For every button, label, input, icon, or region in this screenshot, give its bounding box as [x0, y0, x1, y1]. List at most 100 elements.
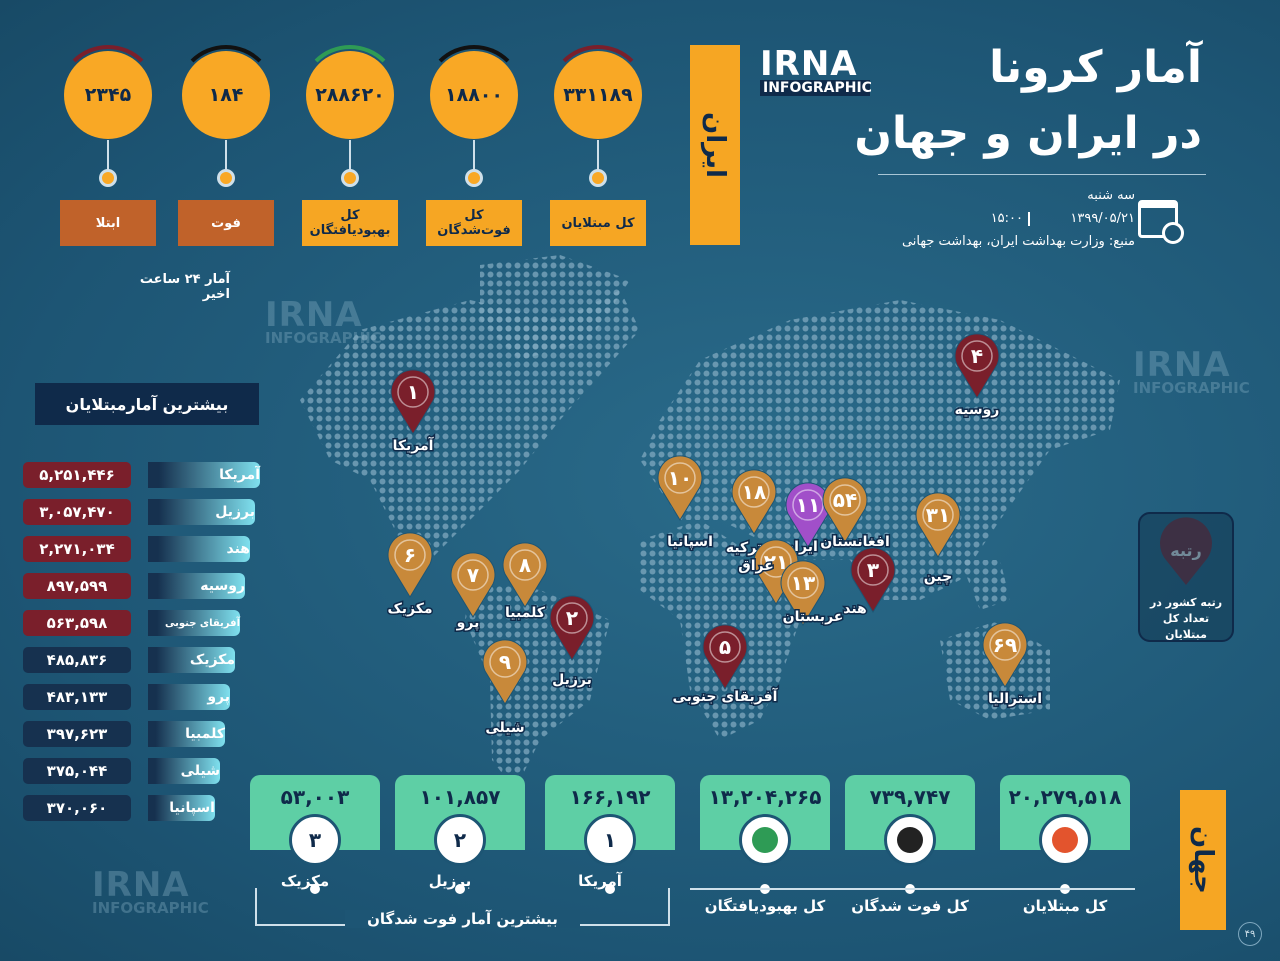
country-pill: روسیه	[148, 573, 245, 599]
pin-country: اسپانیا	[667, 534, 713, 550]
death-country: برزیل	[428, 872, 472, 890]
stat-ring	[548, 45, 648, 145]
pin-inner	[922, 499, 954, 531]
pin-rank: ۳	[867, 558, 879, 582]
value-pill: ۳۷۵,۰۴۴	[23, 758, 131, 784]
connector-dot	[605, 884, 615, 894]
pin-country: آفریقای جنوبی	[673, 687, 779, 705]
stat-ring	[58, 45, 158, 145]
death-country: مکزیک	[280, 872, 330, 890]
deaths-title: بیشترین آمار فوت شدگان	[345, 910, 580, 928]
pin-rank: ۱	[407, 380, 419, 404]
country-pill: پرو	[148, 684, 230, 710]
pin-inner	[857, 554, 889, 586]
value-pill: ۳,۰۵۷,۴۷۰	[23, 499, 131, 525]
stat-circle: ۲۸۸۶۲۰	[306, 51, 394, 139]
pin	[502, 542, 548, 608]
pin-rank: ۱۱	[796, 493, 820, 517]
pin-rank: ۷	[467, 563, 479, 587]
world-label: جهان	[1180, 790, 1226, 930]
iran-note: آمار ۲۴ ساعت اخیر	[139, 272, 230, 302]
connector	[597, 140, 599, 172]
pin-rank: ۱۳	[791, 571, 815, 595]
connector-dot	[589, 169, 607, 187]
stat-circle: ۲۳۴۵	[64, 51, 152, 139]
pin-country: پرو	[456, 615, 480, 631]
watermark: IRNA	[92, 865, 190, 905]
pin	[731, 469, 777, 535]
logo-sub: INFOGRAPHIC	[760, 80, 872, 96]
pin-inner	[961, 340, 993, 372]
pin-inner	[792, 489, 824, 521]
stat-ring	[176, 45, 276, 145]
legend-text: رتبه کشور در تعداد کل مبتلایان	[1149, 596, 1223, 641]
death-rank: ۲	[434, 814, 486, 866]
date: ۱۳۹۹/۰۵/۲۱	[1070, 211, 1135, 226]
pin-inner	[664, 462, 696, 494]
iran-label: ایران	[690, 45, 740, 245]
stat-label: کل فوت‌شدگان	[426, 200, 522, 246]
source: منبع: وزارت بهداشت ایران، بهداشت جهانی	[901, 234, 1135, 249]
pin-country: آمریکا	[393, 436, 435, 454]
pin-rank: ۱۸	[742, 480, 766, 504]
pin	[915, 492, 961, 558]
list-title: بیشترین آمارمبتلایان	[35, 383, 259, 425]
connector-dot	[341, 169, 359, 187]
pin	[450, 552, 496, 618]
connector	[225, 140, 227, 172]
pin-country: روسیه	[955, 402, 1000, 418]
legend-box	[1138, 512, 1234, 642]
death-country: آمریکا	[578, 872, 622, 890]
connector-dot	[99, 169, 117, 187]
value-pill: ۴۸۳,۱۳۳	[23, 684, 131, 710]
pin-rank: ۸	[519, 553, 531, 577]
title: در ایران و جهان	[854, 108, 1202, 159]
stat-icon-core	[752, 827, 778, 853]
stat-icon	[884, 814, 936, 866]
page-number: ۴۹	[1238, 922, 1262, 946]
connector	[107, 140, 109, 172]
value-pill: ۴۸۵,۸۳۶	[23, 647, 131, 673]
pin	[657, 455, 703, 521]
value-pill: ۳۷۰,۰۶۰	[23, 795, 131, 821]
pin	[482, 639, 528, 705]
pin-country: استرالیا	[988, 691, 1042, 707]
pin	[822, 477, 868, 543]
value-pill: ۵۶۳,۵۹۸	[23, 610, 131, 636]
pin-country: ترکیه	[726, 540, 762, 556]
watermark: IRNA	[1133, 345, 1231, 385]
pin	[850, 547, 896, 613]
stat-circle: ۱۸۸۰۰	[430, 51, 518, 139]
stat-circle: ۳۳۱۱۸۹	[554, 51, 642, 139]
stat-label: کل مبتلایان	[1022, 897, 1108, 915]
value-pill: ۸۹۷,۵۹۹	[23, 573, 131, 599]
stat-label: کل فوت شدگان	[851, 897, 969, 915]
death-rank: ۱	[584, 814, 636, 866]
pin-rank: ۲	[566, 606, 578, 630]
watermark: IRNA	[265, 295, 363, 335]
pin	[387, 532, 433, 598]
country-pill: هند	[148, 536, 250, 562]
logo-name: IRNA	[760, 44, 858, 84]
country-pill: اسپانیا	[148, 795, 215, 821]
separator	[1028, 212, 1030, 226]
pin-inner	[760, 546, 792, 578]
pin-inner	[787, 567, 819, 599]
pin	[954, 333, 1000, 399]
pin-rank: ۱۰	[668, 466, 692, 490]
stat-icon-core	[1052, 827, 1078, 853]
calendar-icon	[1138, 200, 1178, 238]
connector	[349, 140, 351, 172]
pin-country: هند	[843, 601, 867, 617]
pin-rank: ۲۱	[764, 550, 788, 574]
country-pill: مکزیک	[148, 647, 235, 673]
connector-dot	[465, 169, 483, 187]
stat-icon-core	[897, 827, 923, 853]
country-pill: آمریکا	[148, 462, 260, 488]
pin-country: عربستان	[783, 609, 844, 625]
pin-inner	[556, 602, 588, 634]
pin-country: عراق	[738, 558, 774, 574]
pin-rank: ۵	[719, 635, 731, 659]
stat-label: کل بهبودیافتگان	[704, 897, 826, 915]
